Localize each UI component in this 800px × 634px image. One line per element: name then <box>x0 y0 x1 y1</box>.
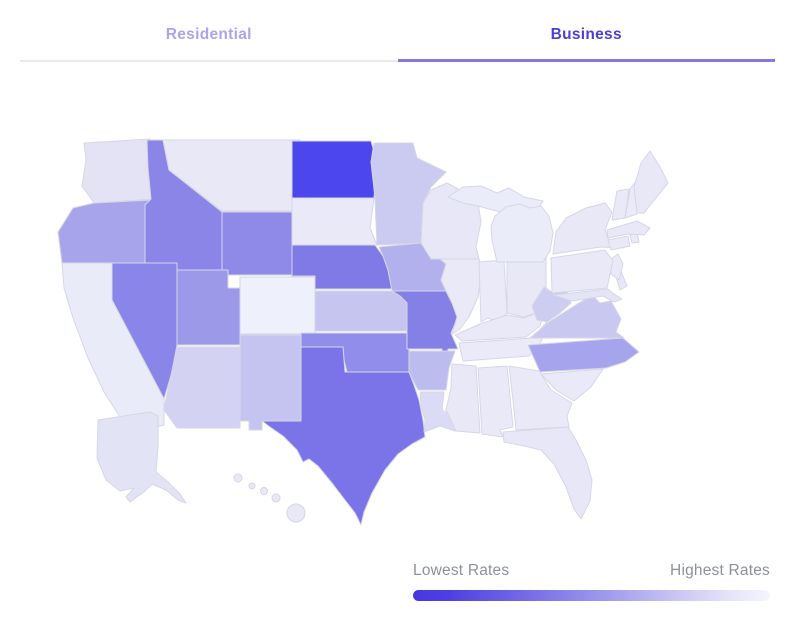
rates-legend: Lowest Rates Highest Rates <box>413 562 770 601</box>
state-sd[interactable] <box>291 197 378 246</box>
state-va[interactable] <box>529 294 625 339</box>
state-hi[interactable] <box>271 493 281 503</box>
state-co[interactable] <box>239 276 316 335</box>
state-ma[interactable] <box>606 220 651 239</box>
state-wy[interactable] <box>221 211 301 276</box>
state-hi[interactable] <box>248 482 256 490</box>
state-al[interactable] <box>477 365 514 438</box>
state-hi[interactable] <box>233 473 243 483</box>
legend-highest-label: Highest Rates <box>670 562 770 579</box>
state-mi-lower[interactable] <box>490 203 554 263</box>
state-ak[interactable] <box>96 411 187 504</box>
state-vt[interactable] <box>611 188 630 221</box>
state-ct[interactable] <box>607 235 631 251</box>
state-fl[interactable] <box>502 426 593 520</box>
state-hi[interactable] <box>260 487 268 495</box>
state-nd[interactable] <box>291 140 378 199</box>
state-md[interactable] <box>552 288 623 303</box>
state-me[interactable] <box>633 150 669 214</box>
state-ms[interactable] <box>445 363 481 434</box>
state-ga[interactable] <box>508 365 573 431</box>
states-group <box>57 138 669 526</box>
state-la[interactable] <box>419 391 459 433</box>
state-ut[interactable] <box>176 269 241 346</box>
state-mt[interactable] <box>162 139 301 212</box>
state-ar[interactable] <box>408 350 456 391</box>
state-in[interactable] <box>478 259 508 323</box>
state-hi[interactable] <box>286 503 306 523</box>
state-or[interactable] <box>57 199 152 264</box>
state-pa[interactable] <box>550 249 614 294</box>
tab-residential[interactable]: Residential <box>20 0 398 62</box>
state-wa[interactable] <box>81 138 154 204</box>
tab-bar: Residential Business <box>20 0 775 62</box>
tab-business[interactable]: Business <box>397 0 775 62</box>
state-nm[interactable] <box>239 334 302 431</box>
state-hi-islands <box>233 473 306 523</box>
state-ks[interactable] <box>314 290 408 332</box>
legend-lowest-label: Lowest Rates <box>413 562 510 579</box>
state-sc[interactable] <box>540 368 604 402</box>
legend-gradient-bar <box>413 590 770 601</box>
state-tx[interactable] <box>261 346 426 526</box>
state-nc[interactable] <box>527 337 640 373</box>
state-az[interactable] <box>163 346 241 429</box>
